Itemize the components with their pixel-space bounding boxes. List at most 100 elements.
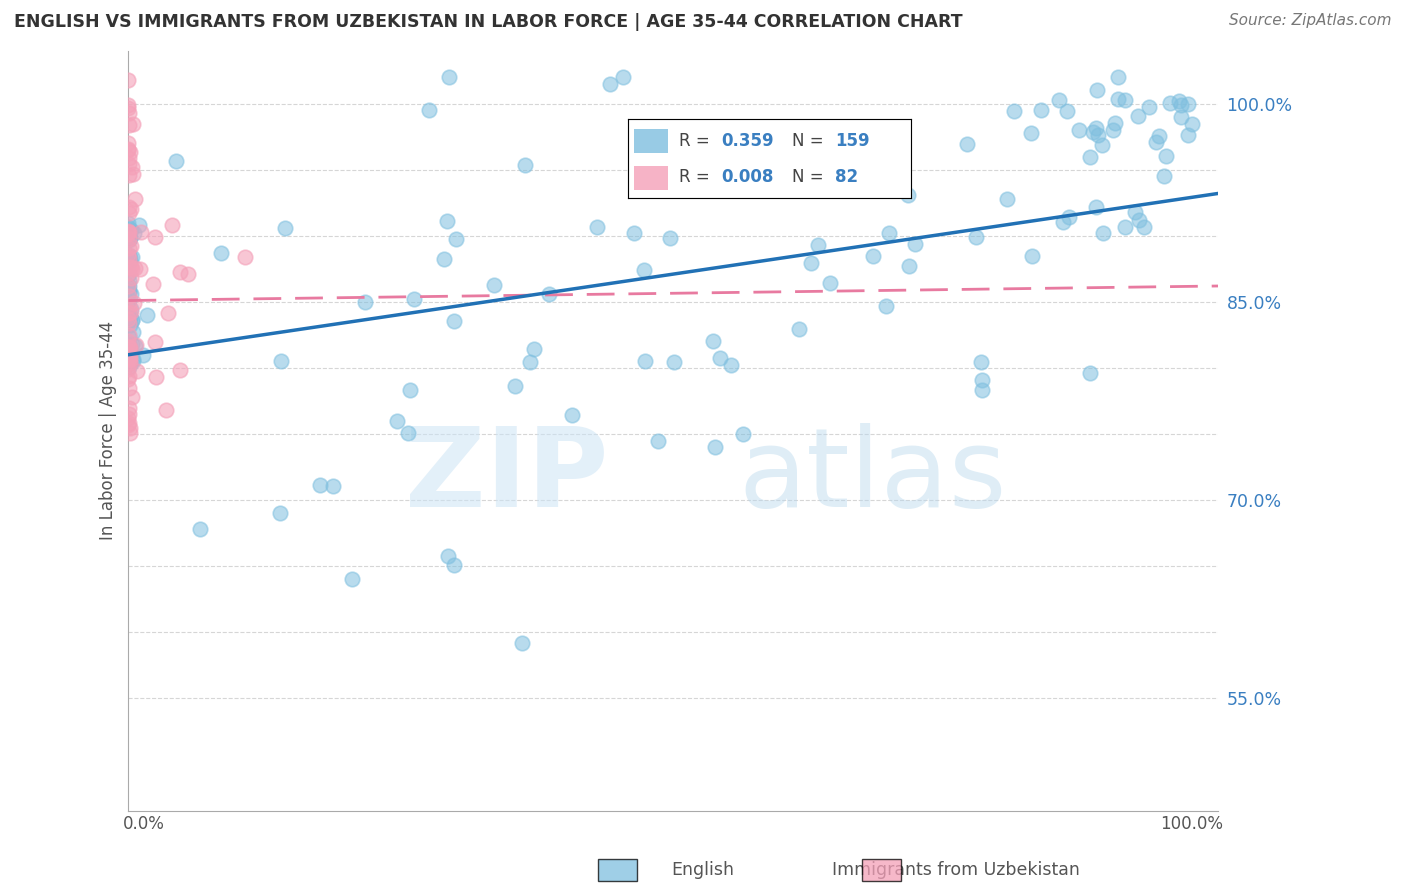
Point — [117, 334, 139, 348]
Point — [120, 239, 142, 253]
Point — [1123, 205, 1146, 219]
Point — [118, 356, 141, 370]
Point — [270, 354, 292, 368]
Point — [1153, 169, 1175, 183]
Point — [120, 318, 142, 332]
Point — [169, 363, 191, 377]
Point — [118, 349, 141, 363]
Point — [132, 348, 155, 362]
Point — [118, 369, 141, 384]
Point — [121, 168, 143, 182]
Point — [118, 352, 141, 367]
Point — [897, 188, 920, 202]
Point — [135, 309, 157, 323]
Point — [118, 347, 141, 361]
Point — [118, 343, 141, 358]
Text: Immigrants from Uzbekistan: Immigrants from Uzbekistan — [832, 861, 1080, 879]
Point — [118, 356, 141, 370]
Point — [128, 262, 150, 277]
Point — [117, 224, 139, 238]
Point — [965, 230, 987, 244]
Point — [118, 344, 141, 359]
Point — [436, 214, 458, 228]
Point — [120, 260, 142, 274]
Point — [117, 230, 139, 244]
Point — [120, 301, 142, 316]
Point — [118, 232, 141, 246]
Point — [1177, 96, 1199, 111]
Point — [117, 225, 139, 239]
Point — [118, 254, 141, 268]
Point — [897, 260, 920, 274]
Point — [233, 251, 256, 265]
Point — [970, 373, 993, 387]
Point — [1047, 94, 1070, 108]
Point — [1087, 128, 1109, 142]
Point — [118, 293, 141, 307]
Point — [505, 378, 527, 392]
Point — [117, 225, 139, 239]
Point — [1090, 137, 1112, 152]
Point — [118, 340, 141, 354]
Point — [117, 410, 139, 425]
Point — [209, 245, 232, 260]
Point — [118, 421, 141, 435]
Point — [155, 403, 177, 417]
Point — [120, 223, 142, 237]
Point — [169, 265, 191, 279]
Point — [269, 506, 291, 520]
Point — [120, 305, 142, 319]
Point — [1177, 128, 1199, 142]
Point — [118, 284, 141, 298]
Point — [124, 261, 146, 276]
Point — [118, 231, 141, 245]
Point — [664, 355, 686, 369]
Point — [121, 337, 143, 351]
Point — [117, 143, 139, 157]
Point — [117, 169, 139, 183]
Point — [1078, 366, 1101, 380]
Point — [399, 383, 422, 397]
Point — [513, 158, 536, 172]
Point — [117, 73, 139, 87]
Point — [118, 268, 141, 282]
Point — [970, 355, 993, 369]
Text: 0.359: 0.359 — [721, 132, 775, 150]
Point — [117, 311, 139, 326]
Point — [436, 549, 458, 564]
Point — [510, 636, 533, 650]
Point — [404, 292, 426, 306]
Point — [124, 226, 146, 240]
Point — [118, 285, 141, 299]
Point — [190, 522, 212, 536]
Point — [117, 372, 139, 386]
Point — [877, 227, 900, 241]
Point — [117, 136, 139, 151]
Point — [437, 70, 460, 84]
Point — [446, 232, 468, 246]
Point — [1107, 92, 1129, 106]
Text: English: English — [672, 861, 734, 879]
Point — [820, 276, 842, 290]
Point — [385, 414, 408, 428]
Point — [122, 354, 145, 368]
Point — [117, 206, 139, 220]
Point — [1170, 98, 1192, 112]
Point — [519, 354, 541, 368]
Point — [1137, 100, 1160, 114]
Point — [122, 326, 145, 340]
Point — [118, 351, 141, 365]
Point — [118, 401, 141, 415]
Point — [124, 339, 146, 353]
Point — [800, 256, 823, 270]
Point — [1059, 211, 1081, 225]
Point — [118, 360, 141, 375]
Bar — [634, 129, 668, 153]
Point — [121, 287, 143, 301]
Point — [482, 278, 505, 293]
Point — [1114, 219, 1136, 234]
Point — [118, 145, 141, 159]
Point — [117, 225, 139, 239]
Text: 159: 159 — [835, 132, 869, 150]
Point — [1114, 93, 1136, 107]
